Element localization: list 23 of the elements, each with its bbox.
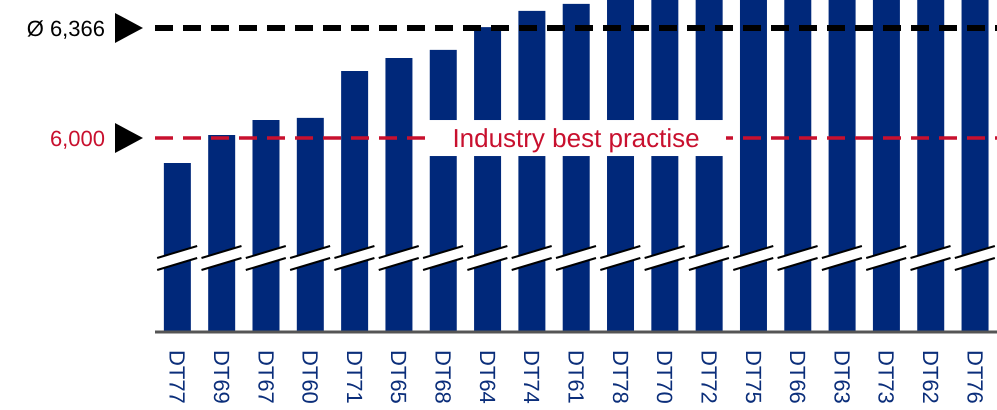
- x-tick-label: DT65: [386, 350, 412, 404]
- x-tick-label: DT61: [564, 350, 588, 404]
- y-tick-label: 6,000: [50, 126, 105, 151]
- x-tick-label: DT76: [962, 350, 988, 404]
- x-tick-label: DT72: [696, 350, 722, 404]
- x-tick-label: DT69: [208, 350, 234, 404]
- x-tick-label: DT66: [785, 350, 810, 404]
- x-tick-label: DT75: [740, 350, 766, 404]
- x-tick-label: DT74: [519, 350, 544, 404]
- x-tick-label: DT67: [253, 350, 278, 404]
- x-tick-label: DT63: [829, 350, 854, 404]
- x-tick-label: DT73: [874, 350, 899, 404]
- x-tick-label: DT77: [164, 350, 190, 404]
- x-tick-label: DT71: [342, 350, 367, 404]
- annotation: Industry best practise: [452, 123, 700, 154]
- x-tick-label: DT62: [918, 350, 944, 404]
- x-tick-label: DT70: [652, 350, 678, 404]
- y-tick-label: 6,366: [50, 15, 105, 40]
- x-tick-label: DT78: [608, 350, 633, 404]
- x-tick-label: DT64: [474, 350, 500, 404]
- x-tick-label: DT60: [298, 350, 323, 404]
- x-tick-label: DT68: [430, 350, 456, 404]
- ref-line-label: Ø: [26, 15, 50, 40]
